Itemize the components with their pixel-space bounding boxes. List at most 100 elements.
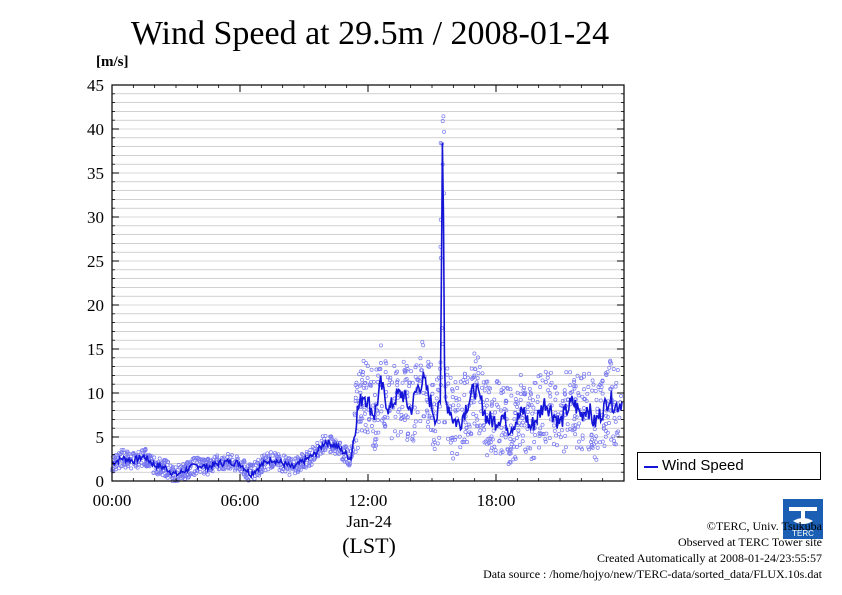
data-point bbox=[460, 407, 465, 412]
series-line-wind-speed bbox=[111, 142, 623, 479]
data-point bbox=[591, 382, 596, 387]
data-point bbox=[515, 390, 520, 395]
data-point bbox=[460, 440, 465, 445]
data-point bbox=[309, 462, 314, 467]
data-point bbox=[572, 378, 577, 383]
data-point bbox=[512, 437, 516, 442]
data-point bbox=[256, 461, 261, 466]
data-point bbox=[515, 404, 520, 409]
data-point bbox=[568, 383, 573, 388]
data-point bbox=[509, 442, 514, 446]
data-point bbox=[560, 399, 565, 403]
data-point bbox=[580, 447, 584, 452]
data-point bbox=[125, 450, 130, 455]
data-point bbox=[320, 434, 325, 439]
data-point bbox=[558, 435, 563, 440]
data-point bbox=[280, 469, 284, 474]
data-point bbox=[373, 437, 378, 442]
data-point bbox=[575, 373, 580, 378]
data-point bbox=[604, 372, 609, 377]
data-point bbox=[205, 458, 210, 462]
data-point bbox=[376, 373, 381, 378]
data-point bbox=[597, 383, 602, 387]
data-point bbox=[365, 364, 370, 368]
data-point bbox=[369, 424, 374, 428]
data-point bbox=[424, 408, 429, 413]
data-point bbox=[484, 403, 489, 408]
data-point bbox=[164, 473, 169, 478]
data-point bbox=[522, 385, 527, 390]
data-point bbox=[576, 393, 581, 398]
data-point bbox=[520, 433, 525, 438]
data-point bbox=[548, 394, 553, 399]
data-point bbox=[413, 419, 418, 424]
data-point bbox=[259, 470, 264, 474]
data-point bbox=[266, 467, 271, 472]
data-point bbox=[533, 380, 538, 385]
data-point bbox=[520, 416, 525, 420]
data-point bbox=[574, 445, 579, 450]
data-point bbox=[537, 445, 542, 450]
data-point bbox=[490, 399, 495, 404]
data-point bbox=[441, 114, 446, 119]
data-point bbox=[383, 370, 388, 375]
data-point bbox=[482, 388, 487, 393]
data-point bbox=[378, 367, 383, 371]
data-point bbox=[187, 474, 191, 479]
data-point bbox=[412, 430, 417, 435]
data-point bbox=[514, 445, 519, 449]
data-point bbox=[354, 389, 359, 394]
data-point bbox=[135, 465, 140, 470]
data-point bbox=[603, 434, 608, 439]
data-point bbox=[449, 436, 454, 441]
data-point bbox=[421, 343, 426, 348]
data-point bbox=[478, 423, 483, 428]
data-point bbox=[531, 398, 536, 403]
data-point bbox=[462, 392, 467, 397]
data-point bbox=[363, 422, 368, 427]
data-point bbox=[301, 465, 306, 470]
data-point bbox=[114, 467, 119, 472]
data-point bbox=[426, 364, 431, 368]
data-point bbox=[346, 462, 351, 467]
data-point bbox=[209, 458, 214, 463]
credit-site: Observed at TERC Tower site bbox=[677, 535, 822, 549]
data-point bbox=[518, 373, 523, 377]
data-point bbox=[479, 385, 484, 390]
data-point bbox=[528, 446, 533, 451]
data-point bbox=[572, 427, 576, 432]
data-point bbox=[210, 469, 215, 474]
data-point bbox=[401, 359, 406, 364]
data-point bbox=[310, 458, 315, 463]
data-point bbox=[368, 383, 373, 388]
data-point bbox=[465, 440, 470, 445]
data-point bbox=[487, 390, 491, 395]
data-point bbox=[426, 424, 431, 429]
data-point bbox=[609, 361, 614, 366]
data-point bbox=[579, 376, 584, 381]
data-point bbox=[489, 434, 494, 439]
data-point bbox=[393, 414, 398, 419]
data-point bbox=[607, 365, 612, 370]
data-point bbox=[532, 440, 537, 444]
data-point bbox=[161, 468, 165, 473]
data-point bbox=[365, 375, 370, 380]
data-point bbox=[461, 378, 466, 383]
data-point bbox=[421, 390, 426, 395]
data-point bbox=[372, 446, 377, 451]
data-point bbox=[491, 428, 496, 433]
data-point bbox=[572, 384, 577, 389]
y-tick-label: 10 bbox=[87, 384, 104, 403]
data-point bbox=[499, 408, 503, 413]
data-point bbox=[114, 463, 119, 468]
data-point bbox=[184, 461, 189, 466]
data-point bbox=[440, 119, 445, 123]
data-point bbox=[610, 385, 614, 390]
data-point bbox=[538, 385, 543, 389]
data-point bbox=[310, 444, 315, 449]
data-point bbox=[589, 432, 594, 437]
data-point bbox=[526, 401, 531, 406]
y-tick-label: 0 bbox=[96, 472, 105, 491]
data-point bbox=[464, 426, 469, 430]
